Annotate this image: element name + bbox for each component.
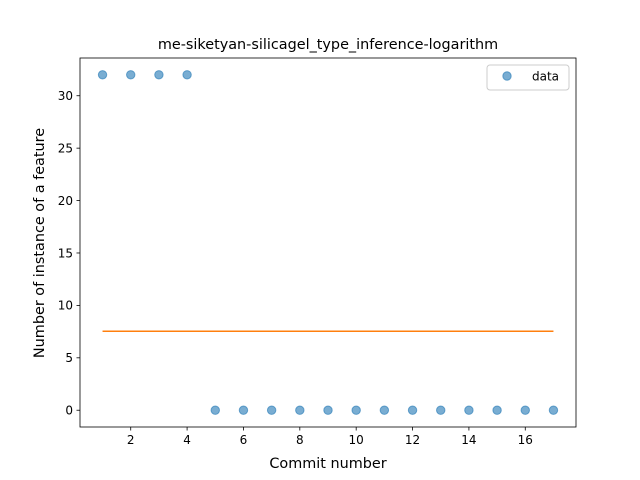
data-point (182, 70, 192, 80)
x-axis-label: Commit number (269, 456, 386, 472)
axes-frame (79, 57, 577, 428)
y-tick-label: 25 (58, 141, 73, 155)
legend-box (486, 64, 570, 91)
x-tick-label: 12 (405, 433, 420, 447)
chart-title: me-siketyan-silicagel_type_inference-log… (158, 37, 498, 53)
data-point (323, 405, 333, 415)
data-point (407, 405, 418, 415)
x-tick-label: 10 (349, 433, 364, 447)
data-point (492, 405, 502, 415)
data-point (238, 405, 249, 415)
data-point (154, 70, 164, 80)
data-point (436, 405, 446, 415)
x-tick-label: 14 (461, 433, 476, 447)
data-point (126, 70, 136, 80)
x-tick-label: 16 (518, 433, 533, 447)
plot-area: 2 4 6 8 10 12 14 16 0 5 10 15 20 25 30 data (58, 57, 577, 447)
legend-marker (502, 71, 512, 81)
data-point (210, 405, 220, 415)
data-point (295, 405, 305, 415)
data-point (520, 405, 530, 415)
data-point (266, 405, 277, 415)
data-point (464, 405, 474, 415)
data-point (548, 405, 559, 415)
x-tick-label: 8 (296, 433, 304, 447)
y-tick-label: 30 (58, 89, 73, 103)
y-tick-label: 5 (65, 351, 73, 365)
x-tick-label: 4 (183, 433, 191, 447)
x-tick-label: 6 (240, 433, 248, 447)
y-tick-label: 0 (65, 404, 73, 418)
y-tick-label: 15 (58, 246, 73, 260)
y-tick-label: 10 (58, 299, 73, 313)
x-tick-label: 2 (127, 433, 135, 447)
legend-label: data (532, 69, 559, 83)
data-point (97, 70, 108, 80)
y-tick-label: 20 (58, 194, 73, 208)
data-point (379, 405, 390, 415)
data-point (351, 405, 361, 415)
y-axis-label: Number of instance of a feature (32, 128, 48, 358)
